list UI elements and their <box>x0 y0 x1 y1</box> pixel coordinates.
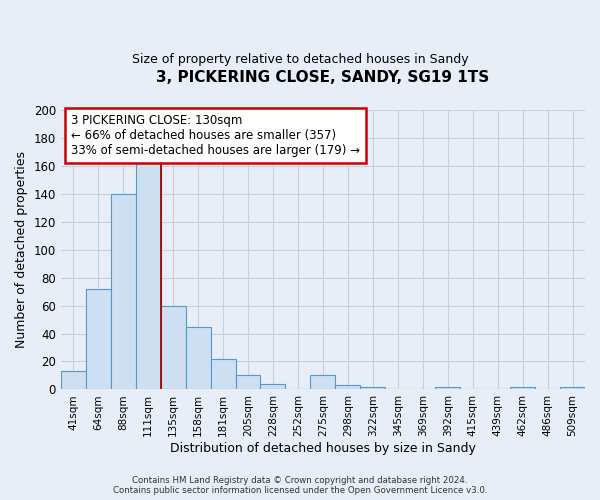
Bar <box>361 386 385 390</box>
Bar <box>260 384 286 390</box>
Bar <box>86 289 111 390</box>
Bar <box>61 372 86 390</box>
Bar <box>136 156 161 390</box>
Text: Contains HM Land Registry data © Crown copyright and database right 2024.
Contai: Contains HM Land Registry data © Crown c… <box>113 476 487 495</box>
Text: Size of property relative to detached houses in Sandy: Size of property relative to detached ho… <box>131 52 469 66</box>
Title: 3, PICKERING CLOSE, SANDY, SG19 1TS: 3, PICKERING CLOSE, SANDY, SG19 1TS <box>156 70 490 85</box>
Bar <box>211 358 236 390</box>
Bar <box>161 306 185 390</box>
X-axis label: Distribution of detached houses by size in Sandy: Distribution of detached houses by size … <box>170 442 476 455</box>
Text: 3 PICKERING CLOSE: 130sqm
← 66% of detached houses are smaller (357)
33% of semi: 3 PICKERING CLOSE: 130sqm ← 66% of detac… <box>71 114 360 157</box>
Bar <box>310 376 335 390</box>
Bar <box>185 326 211 390</box>
Bar <box>560 386 585 390</box>
Bar <box>236 376 260 390</box>
Bar <box>435 386 460 390</box>
Bar <box>335 386 361 390</box>
Bar <box>510 386 535 390</box>
Y-axis label: Number of detached properties: Number of detached properties <box>15 151 28 348</box>
Bar <box>111 194 136 390</box>
